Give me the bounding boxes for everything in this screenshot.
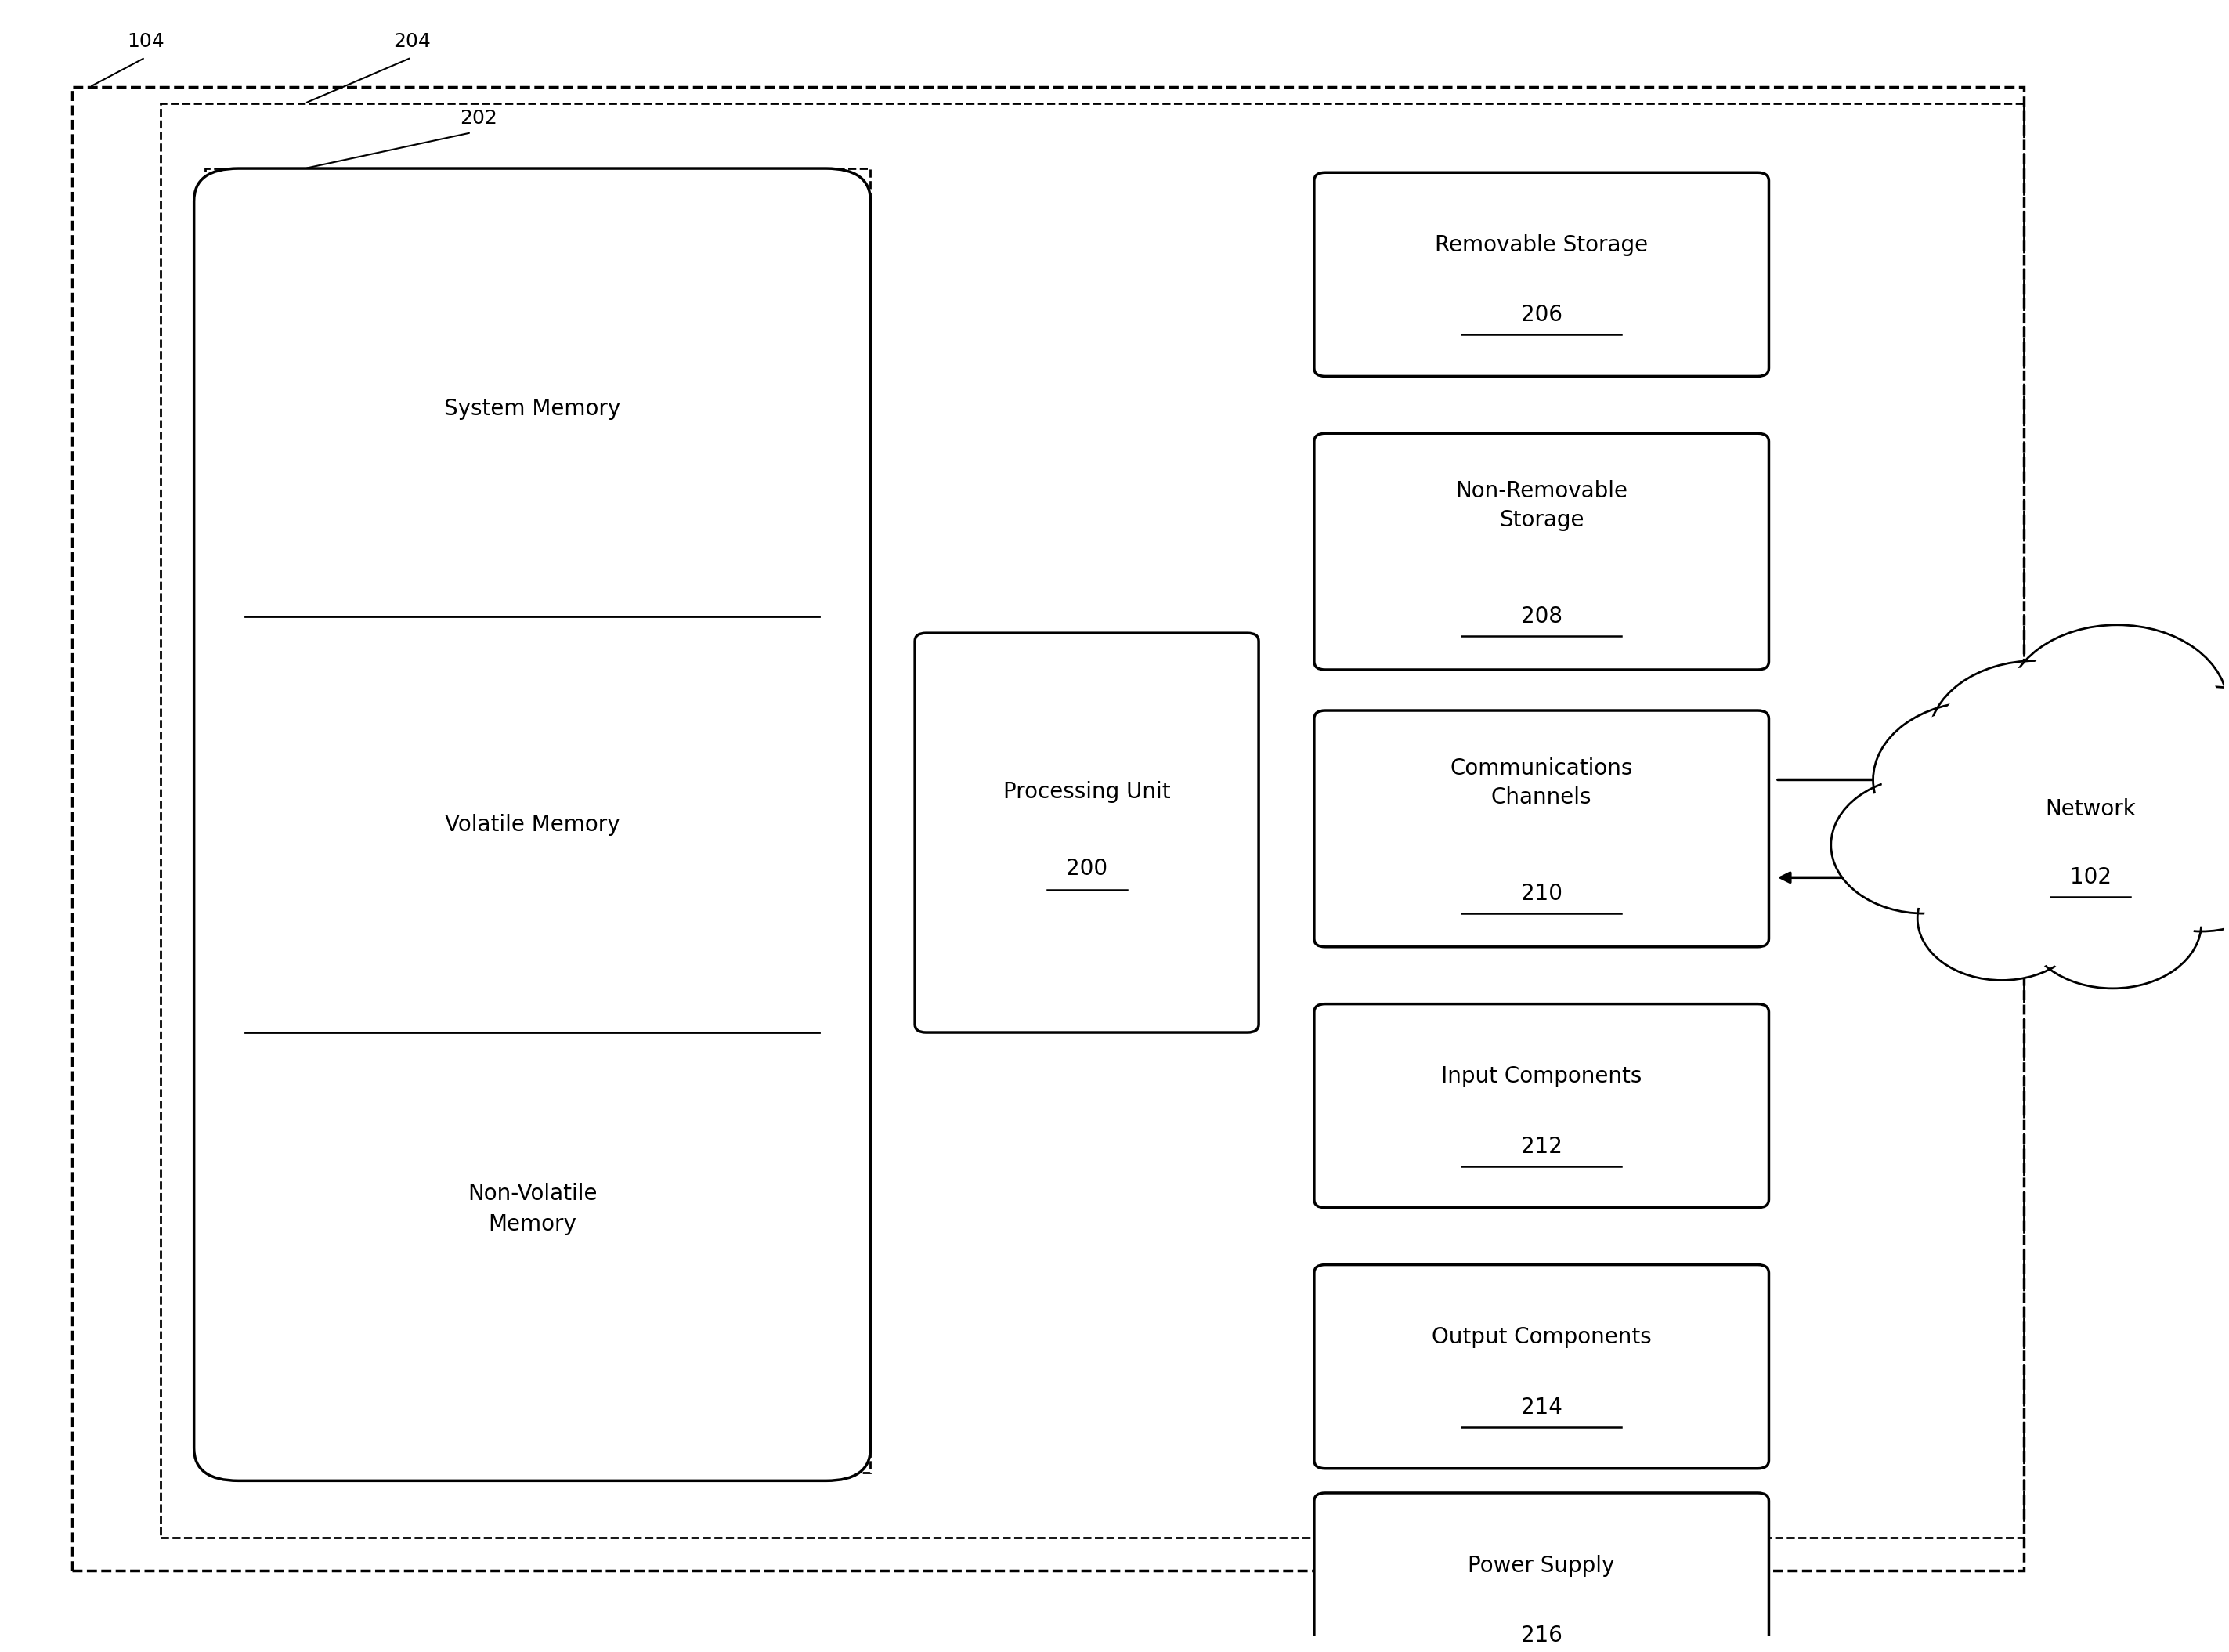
Text: Processing Unit: Processing Unit [1003, 781, 1170, 803]
Circle shape [2124, 813, 2229, 927]
Circle shape [1924, 861, 2080, 975]
Circle shape [2006, 624, 2229, 788]
Circle shape [2118, 808, 2229, 932]
Text: 216: 216 [1520, 1624, 1563, 1647]
Text: 210: 210 [1520, 882, 1563, 905]
Text: Volatile Memory: Volatile Memory [444, 814, 620, 836]
Circle shape [2024, 857, 2202, 988]
FancyBboxPatch shape [1315, 710, 1770, 947]
Circle shape [2015, 631, 2220, 781]
Circle shape [1968, 722, 2213, 902]
FancyBboxPatch shape [1315, 1004, 1770, 1208]
FancyBboxPatch shape [1315, 172, 1770, 377]
FancyBboxPatch shape [1315, 1265, 1770, 1469]
Text: Power Supply: Power Supply [1469, 1555, 1614, 1576]
Text: Communications
Channels: Communications Channels [1451, 758, 1634, 808]
Text: 212: 212 [1520, 1135, 1563, 1158]
Text: 102: 102 [2071, 867, 2111, 889]
Text: 104: 104 [127, 33, 165, 51]
Circle shape [2126, 692, 2229, 818]
Circle shape [1928, 661, 2142, 818]
FancyBboxPatch shape [914, 633, 1259, 1032]
FancyBboxPatch shape [1315, 1493, 1770, 1652]
Text: Network: Network [2046, 798, 2135, 819]
Text: 204: 204 [395, 33, 430, 51]
Circle shape [1839, 781, 2011, 909]
Circle shape [1881, 707, 2077, 852]
Text: Non-Removable
Storage: Non-Removable Storage [1456, 481, 1627, 532]
Circle shape [1830, 776, 2017, 914]
FancyBboxPatch shape [194, 169, 872, 1480]
Text: Removable Storage: Removable Storage [1435, 235, 1647, 256]
Circle shape [2120, 687, 2229, 824]
Text: System Memory: System Memory [444, 398, 620, 420]
Text: 206: 206 [1520, 304, 1563, 325]
Text: Input Components: Input Components [1442, 1066, 1643, 1087]
Circle shape [1917, 856, 2086, 980]
Text: Non-Volatile
Memory: Non-Volatile Memory [468, 1183, 597, 1236]
Circle shape [2031, 864, 2193, 983]
Text: 214: 214 [1520, 1396, 1563, 1419]
Text: Output Components: Output Components [1431, 1327, 1652, 1348]
FancyBboxPatch shape [1315, 433, 1770, 669]
Text: 208: 208 [1520, 606, 1563, 628]
Circle shape [1937, 667, 2133, 811]
Text: 200: 200 [1065, 857, 1108, 879]
Circle shape [1872, 702, 2086, 857]
Circle shape [1977, 730, 2202, 895]
Text: 202: 202 [459, 109, 497, 127]
